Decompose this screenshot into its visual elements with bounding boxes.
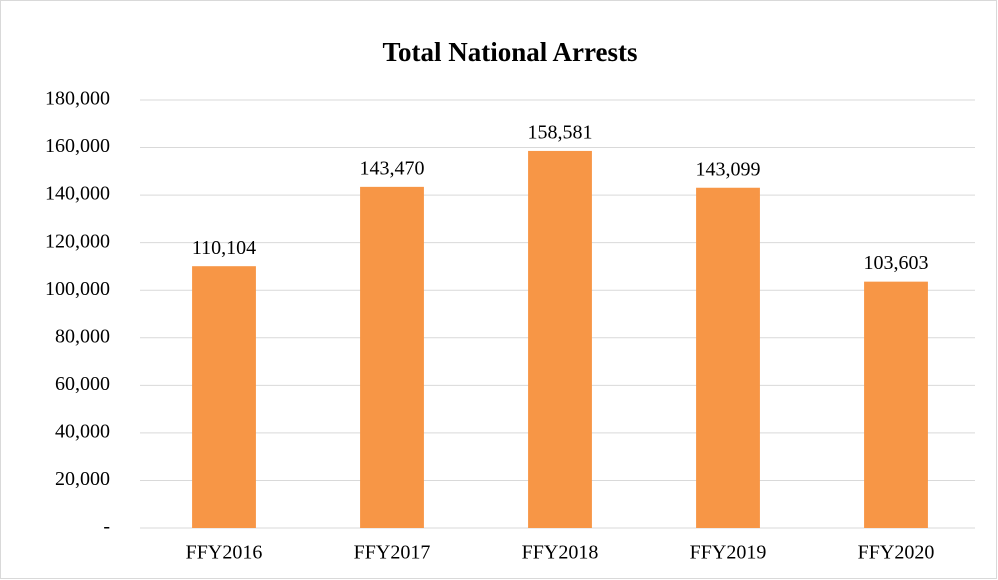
y-tick-label: 20,000 — [55, 468, 110, 490]
x-tick-label: FFY2018 — [522, 542, 599, 564]
data-label: 158,581 — [528, 122, 593, 144]
x-tick-label: FFY2017 — [354, 542, 431, 564]
bar — [528, 150, 592, 528]
y-tick-label: 100,000 — [45, 278, 110, 300]
y-tick-label: 80,000 — [55, 325, 110, 347]
chart-title: Total National Arrests — [382, 37, 637, 67]
y-tick-label: - — [103, 516, 110, 538]
x-tick-label: FFY2020 — [858, 542, 935, 564]
y-tick-label: 180,000 — [45, 88, 110, 110]
bar — [360, 186, 424, 528]
y-tick-label: 120,000 — [45, 230, 110, 252]
y-tick-label: 160,000 — [45, 135, 110, 157]
data-label: 143,470 — [360, 157, 425, 179]
x-tick-label: FFY2016 — [186, 542, 263, 564]
data-label: 103,603 — [864, 252, 929, 274]
bar — [864, 281, 928, 528]
y-tick-label: 140,000 — [45, 183, 110, 205]
y-tick-label: 60,000 — [55, 373, 110, 395]
data-label: 143,099 — [696, 158, 761, 180]
x-tick-label: FFY2019 — [690, 542, 767, 564]
bar — [696, 187, 760, 528]
bar — [192, 266, 256, 528]
y-tick-label: 40,000 — [55, 420, 110, 442]
data-label: 110,104 — [192, 237, 256, 259]
